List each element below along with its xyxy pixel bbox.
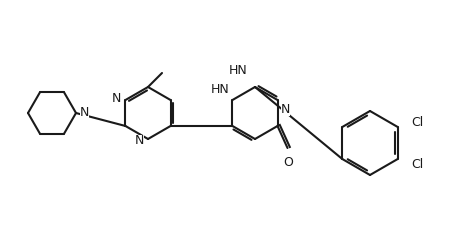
- Text: HN: HN: [228, 64, 247, 77]
- Text: Cl: Cl: [412, 158, 424, 171]
- Text: O: O: [284, 156, 294, 169]
- Text: N: N: [112, 92, 121, 104]
- Text: Cl: Cl: [412, 115, 424, 128]
- Text: N: N: [135, 135, 144, 148]
- Text: HN: HN: [211, 83, 230, 96]
- Text: N: N: [280, 103, 290, 116]
- Text: N: N: [80, 106, 89, 119]
